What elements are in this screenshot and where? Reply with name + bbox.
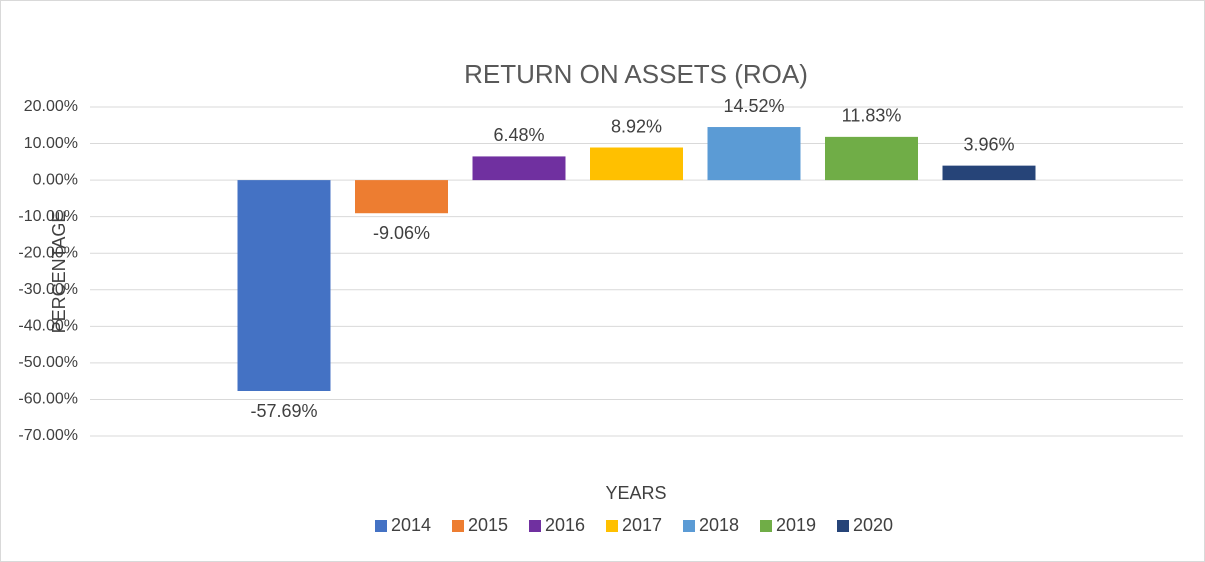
legend-label: 2016: [545, 515, 585, 535]
legend-swatch: [529, 520, 541, 532]
y-axis-label: PERCENTAGE: [49, 211, 69, 334]
y-tick-label: -70.00%: [18, 427, 78, 444]
legend-swatch: [375, 520, 387, 532]
chart-title: RETURN ON ASSETS (ROA): [464, 59, 808, 89]
legend-label: 2014: [391, 515, 431, 535]
bar: [590, 147, 683, 181]
legend-swatch: [452, 520, 464, 532]
data-label: 3.96%: [963, 134, 1014, 154]
y-tick-label: -40.00%: [18, 318, 78, 335]
y-tick-label: -30.00%: [18, 281, 78, 298]
legend-swatch: [606, 520, 618, 532]
bar: [237, 180, 331, 392]
y-tick-label: -50.00%: [18, 354, 78, 371]
y-tick-label: -10.00%: [18, 208, 78, 225]
data-label: -9.06%: [373, 223, 430, 243]
legend-swatch: [837, 520, 849, 532]
bar: [472, 156, 566, 181]
x-axis-label: YEARS: [605, 483, 666, 503]
bar: [825, 136, 918, 181]
legend-label: 2018: [699, 515, 739, 535]
data-label: 11.83%: [842, 106, 902, 126]
bar: [942, 165, 1036, 181]
data-label: -57.69%: [250, 401, 317, 421]
bar: [707, 127, 801, 181]
y-tick-label: -20.00%: [18, 244, 78, 261]
data-label: 8.92%: [611, 116, 662, 136]
data-label: 14.52%: [723, 96, 784, 116]
bar: [355, 180, 448, 214]
y-tick-label: 10.00%: [24, 135, 78, 152]
legend-label: 2020: [853, 515, 893, 535]
data-label: 6.48%: [493, 125, 544, 145]
legend-label: 2017: [622, 515, 662, 535]
legend-label: 2015: [468, 515, 508, 535]
legend-swatch: [760, 520, 772, 532]
y-tick-label: 0.00%: [33, 171, 78, 188]
legend-label: 2019: [776, 515, 816, 535]
y-tick-label: 20.00%: [24, 98, 78, 115]
legend-swatch: [683, 520, 695, 532]
y-tick-label: -60.00%: [18, 391, 78, 408]
